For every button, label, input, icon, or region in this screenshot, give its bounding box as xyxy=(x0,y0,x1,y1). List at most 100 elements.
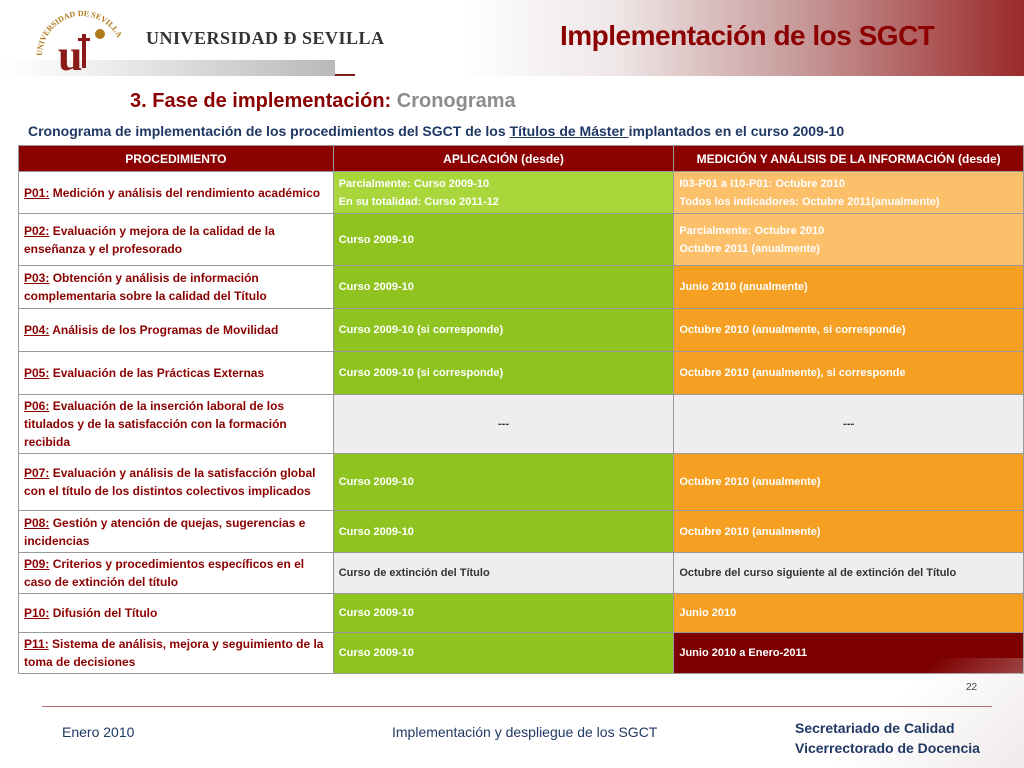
procedure-cell: P10: Difusión del Título xyxy=(18,593,334,633)
procedure-code[interactable]: P03: xyxy=(24,271,50,285)
footer-presentation-title: Implementación y despliegue de los SGCT xyxy=(392,724,658,740)
procedure-cell: P02: Evaluación y mejora de la calidad d… xyxy=(18,213,334,266)
footer-department-line: Secretariado de Calidad xyxy=(795,720,955,736)
application-line: Curso 2009-10 (si corresponde) xyxy=(338,367,504,379)
measurement-cell: --- xyxy=(673,394,1024,454)
application-line: En su totalidad: Curso 2011-12 xyxy=(338,195,499,208)
table-row: P08: Gestión y atención de quejas, suger… xyxy=(18,510,1024,553)
procedure-code[interactable]: P09: xyxy=(24,557,50,571)
application-line: Curso 2009-10 (si corresponde) xyxy=(338,324,504,336)
caption-before: Cronograma de implementación de los proc… xyxy=(28,123,510,139)
application-cell: Curso 2009-10 xyxy=(332,632,675,674)
caption-after: implantados en el curso 2009-10 xyxy=(628,123,845,139)
section-number-title: 3. Fase de implementación: xyxy=(130,90,392,112)
measurement-cell: Octubre 2010 (anualmente) xyxy=(673,453,1024,511)
application-cell: Parcialmente: Curso 2009-10 En su totalid… xyxy=(332,171,675,214)
procedure-name: Sistema de análisis, mejora y seguimient… xyxy=(24,637,324,669)
procedure-code[interactable]: P06: xyxy=(24,399,50,413)
section-accent: Cronograma xyxy=(396,90,516,112)
measurement-cell: Octubre 2010 (anualmente, si corresponde… xyxy=(673,308,1024,352)
application-line: Curso 2009-10 xyxy=(338,281,414,293)
procedure-name: Análisis de los Programas de Movilidad xyxy=(49,323,279,337)
application-cell: Curso 2009-10 xyxy=(332,510,675,553)
svg-text:u: u xyxy=(58,31,82,74)
application-cell: Curso 2009-10 xyxy=(332,593,675,633)
measurement-line: Parcialmente: Octubre 2010 xyxy=(679,224,825,237)
application-cell: Curso 2009-10 xyxy=(332,265,675,309)
header-aplicacion: APLICACIÓN (desde) xyxy=(332,145,675,172)
measurement-line: Junio 2010 (anualmente) xyxy=(679,281,808,293)
application-line: --- xyxy=(498,418,510,430)
corner-decoration xyxy=(804,658,1024,768)
measurement-line: Octubre 2010 (anualmente) xyxy=(679,525,821,538)
procedure-code[interactable]: P01: xyxy=(24,185,50,200)
application-line: Curso 2009-10 xyxy=(338,233,414,246)
measurement-line: Junio 2010 xyxy=(679,607,737,619)
measurement-line: Octubre 2010 (anualmente), si correspond… xyxy=(679,367,906,379)
procedure-cell: P09: Criterios y procedimientos específi… xyxy=(18,552,334,594)
procedure-cell: P05: Evaluación de las Prácticas Externa… xyxy=(18,351,334,395)
procedure-code[interactable]: P07: xyxy=(24,466,50,480)
page-number: 22 xyxy=(966,682,978,693)
procedure-name: Evaluación de las Prácticas Externas xyxy=(49,366,265,380)
application-line: Curso de extinción del Título xyxy=(338,567,490,579)
measurement-line: Todos los indicadores: Octubre 2011(anua… xyxy=(679,195,940,208)
footer-department-line: Vicerrectorado de Docencia xyxy=(795,740,980,756)
procedure-cell: P06: Evaluación de la inserción laboral … xyxy=(18,394,334,454)
measurement-line: Octubre 2010 (anualmente) xyxy=(679,476,821,488)
procedure-code[interactable]: P05: xyxy=(24,366,50,380)
application-cell: Curso 2009-10 (si corresponde) xyxy=(332,308,675,352)
footer-date: Enero 2010 xyxy=(62,724,135,740)
table-caption: Cronograma de implementación de los proc… xyxy=(28,123,844,139)
application-line: Parcialmente: Curso 2009-10 xyxy=(338,177,490,190)
procedure-name: Obtención y análisis de información comp… xyxy=(24,271,267,303)
slide-title: Implementación de los SGCT xyxy=(560,20,935,51)
application-line: Curso 2009-10 xyxy=(338,647,414,659)
procedure-cell: P08: Gestión y atención de quejas, suger… xyxy=(18,510,334,553)
application-cell: Curso de extinción del Título xyxy=(332,552,675,594)
measurement-line: Octubre del curso siguiente al de extinc… xyxy=(679,567,957,579)
procedure-name: Criterios y procedimientos específicos e… xyxy=(24,557,305,589)
procedure-code[interactable]: P08: xyxy=(24,515,50,530)
application-cell: --- xyxy=(332,394,675,454)
table-row: P04: Análisis de los Programas de Movili… xyxy=(18,308,1024,352)
measurement-cell: Junio 2010 (anualmente) xyxy=(673,265,1024,309)
footer-divider xyxy=(42,706,992,707)
procedure-name: Evaluación y mejora de la calidad de la … xyxy=(24,223,275,256)
header-divider xyxy=(335,74,355,76)
table-row: P10: Difusión del Título Curso 2009-10 J… xyxy=(18,593,1024,633)
university-name: UNIVERSIDAD Ð SEVILLA xyxy=(146,28,385,48)
procedure-cell: P01: Medición y análisis del rendimiento… xyxy=(18,171,334,214)
caption-underlined: Títulos de Máster xyxy=(509,123,629,139)
procedure-code[interactable]: P10: xyxy=(24,606,50,620)
procedure-code[interactable]: P04: xyxy=(24,323,50,337)
measurement-line: Octubre 2010 (anualmente, si corresponde… xyxy=(679,324,906,336)
footer-department: Secretariado de Calidad Vicerrectorado d… xyxy=(795,718,980,758)
procedure-name: Gestión y atención de quejas, sugerencia… xyxy=(24,515,306,548)
table-row: P05: Evaluación de las Prácticas Externa… xyxy=(18,351,1024,395)
measurement-cell: Octubre 2010 (anualmente), si correspond… xyxy=(673,351,1024,395)
application-cell: Curso 2009-10 (si corresponde) xyxy=(332,351,675,395)
measurement-line: Junio 2010 a Enero-2011 xyxy=(679,647,808,659)
application-line: Curso 2009-10 xyxy=(338,525,414,538)
procedure-name: Medición y análisis del rendimiento acad… xyxy=(49,185,321,200)
table-row: P06: Evaluación de la inserción laboral … xyxy=(18,394,1024,454)
measurement-cell: Octubre 2010 (anualmente) xyxy=(673,510,1024,553)
table-row: P03: Obtención y análisis de información… xyxy=(18,265,1024,309)
application-cell: Curso 2009-10 xyxy=(332,213,675,266)
table-header-row: PROCEDIMIENTO APLICACIÓN (desde) MEDICIÓ… xyxy=(18,145,1024,172)
measurement-cell: I03-P01 a I10-P01: Octubre 2010 Todos los… xyxy=(673,171,1024,214)
measurement-cell: Parcialmente: Octubre 2010 Octubre 2011 (… xyxy=(673,213,1024,266)
header-procedimiento: PROCEDIMIENTO xyxy=(18,145,334,172)
procedure-code[interactable]: P02: xyxy=(24,223,50,238)
procedure-cell: P04: Análisis de los Programas de Movili… xyxy=(18,308,334,352)
application-line: Curso 2009-10 xyxy=(338,476,414,488)
table-row: P07: Evaluación y análisis de la satisfa… xyxy=(18,453,1024,511)
schedule-table: PROCEDIMIENTO APLICACIÓN (desde) MEDICIÓ… xyxy=(18,145,1024,674)
measurement-cell: Junio 2010 xyxy=(673,593,1024,633)
procedure-code[interactable]: P11: xyxy=(24,637,49,651)
application-line: Curso 2009-10 xyxy=(338,607,414,619)
procedure-name: Evaluación y análisis de la satisfacción… xyxy=(24,466,316,498)
header-medicion: MEDICIÓN Y ANÁLISIS DE LA INFORMACIÓN (d… xyxy=(673,145,1024,172)
header-band xyxy=(0,0,1024,76)
